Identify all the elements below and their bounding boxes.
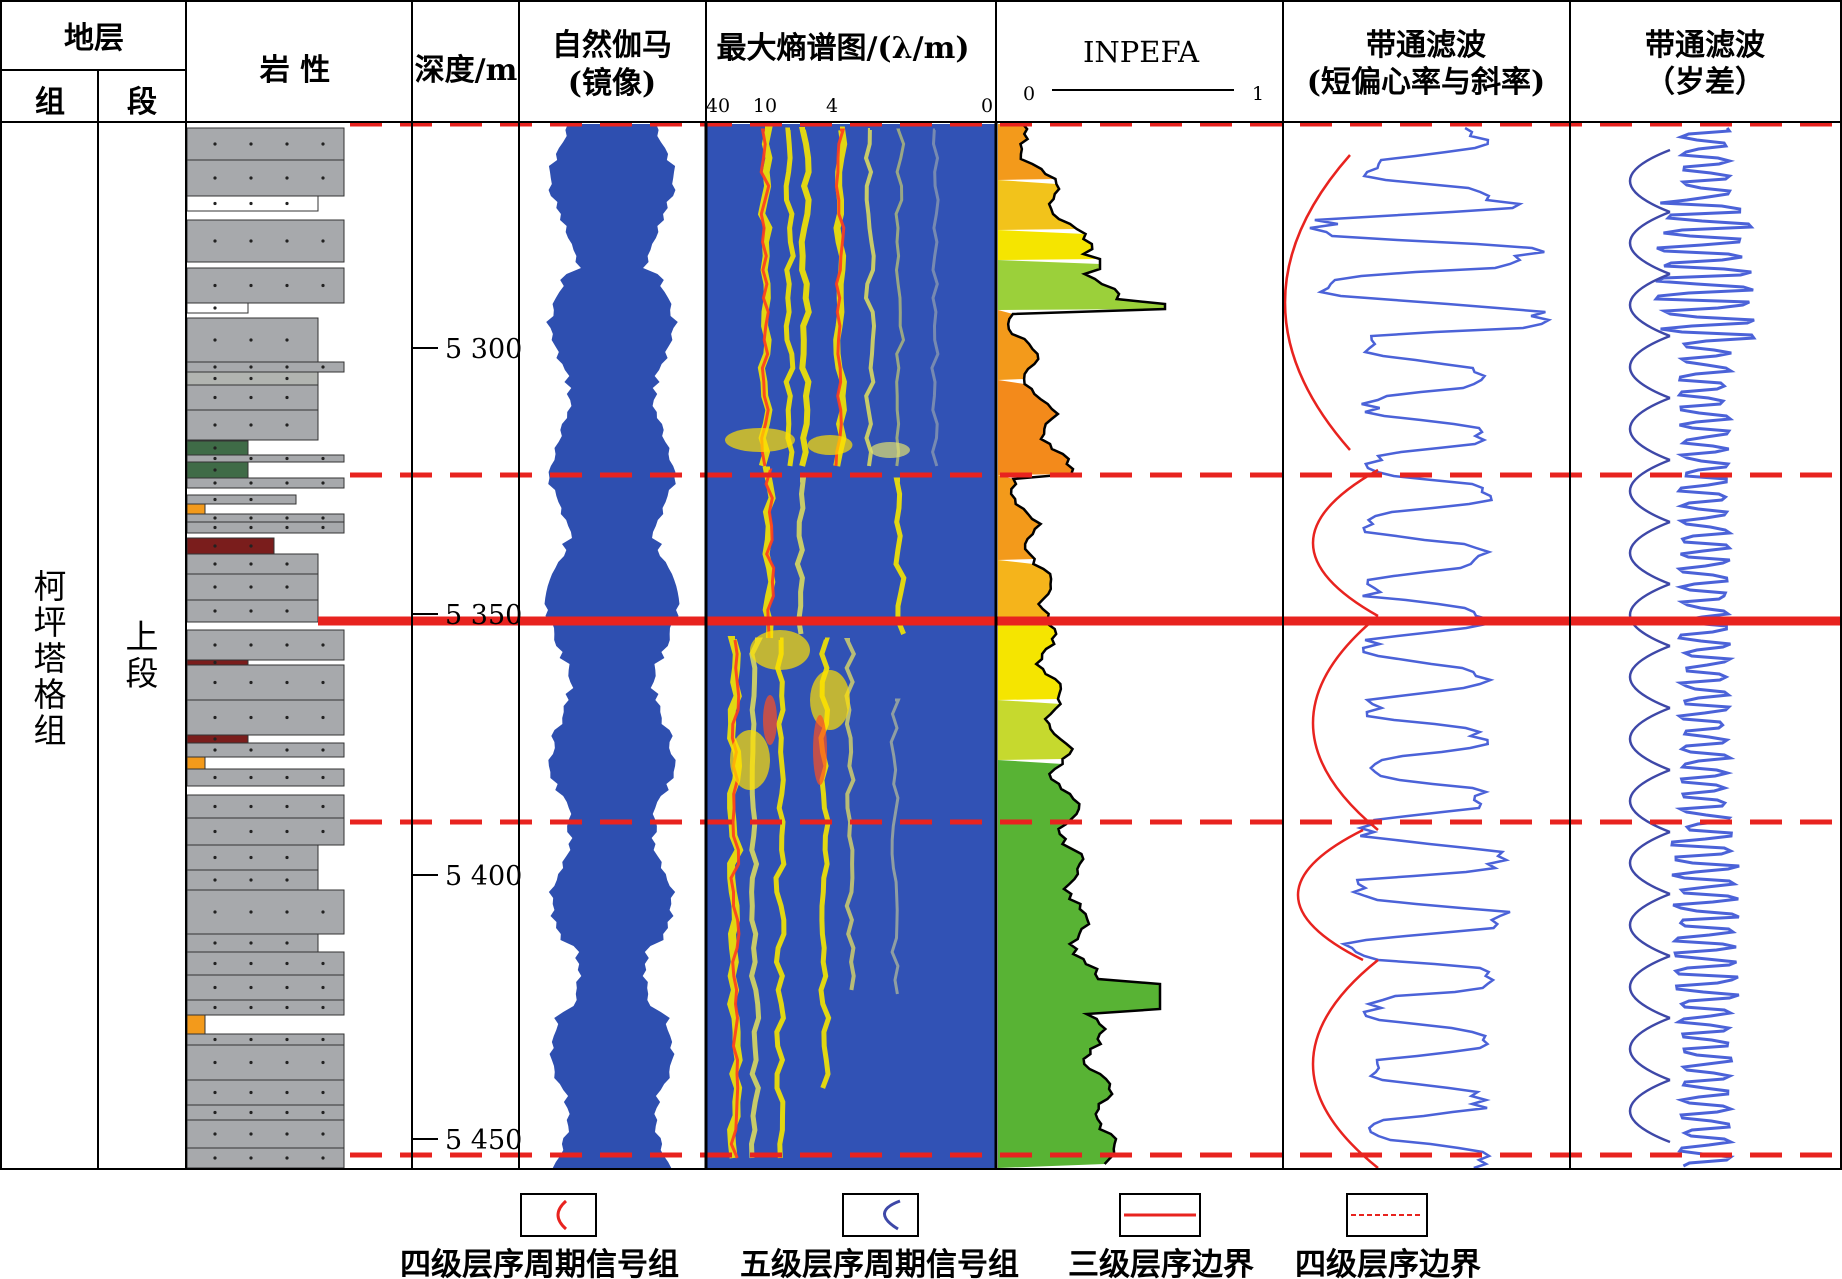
bandpass1-header-line2: (短偏心率与斜率) — [1307, 65, 1545, 100]
bandpass-precession-curve — [1653, 127, 1757, 1168]
member-name-char: 上 — [126, 617, 159, 656]
depth-tick-label: 5 350 — [445, 600, 522, 631]
red-arc-icon — [556, 1199, 568, 1231]
lithology-column — [186, 127, 345, 1169]
depth-header: 深度/m — [415, 53, 518, 88]
depth-axis: 5 300 5 350 5 400 5 450 — [413, 334, 522, 1156]
member-header: 段 — [127, 85, 157, 120]
legend-symbol-box — [1346, 1193, 1428, 1237]
legend-label: 三级层序边界 — [1068, 1247, 1254, 1279]
member-name-char: 段 — [126, 654, 159, 693]
inpefa-header: INPEFA — [1083, 35, 1200, 69]
mesa-tick: 4 — [826, 95, 838, 117]
sequence-arcs — [1283, 148, 1671, 1169]
depth-tick-label: 5 450 — [445, 1125, 522, 1156]
inpefa-scale-max: 1 — [1252, 83, 1264, 105]
mesa-tick: 10 — [753, 95, 777, 117]
formation-name-char: 坪 — [34, 603, 67, 642]
stratum-header: 地层 — [64, 21, 124, 56]
mesa-tick: 0 — [981, 95, 993, 117]
mesa-header: 最大熵谱图/(λ/m) — [716, 31, 969, 66]
blue-arc-icon — [883, 1199, 901, 1231]
formation-name-char: 柯 — [34, 567, 67, 606]
legend-label: 四级层序周期信号组 — [400, 1247, 679, 1279]
gamma-header-line2: (镜像) — [568, 66, 656, 101]
bandpass-eccentricity-curve — [1309, 126, 1553, 1170]
bandpass1-header-line1: 带通滤波 — [1366, 28, 1487, 63]
depth-tick-label: 5 400 — [445, 861, 522, 892]
gamma-header-line1: 自然伽马 — [552, 28, 672, 63]
inpefa-track — [997, 123, 1282, 1168]
inpefa-scale-min: 0 — [1023, 83, 1035, 105]
legend-symbol-box — [1119, 1193, 1201, 1237]
lithology-header: 岩 性 — [260, 53, 330, 88]
gamma-track — [520, 124, 705, 1168]
mesa-track — [707, 124, 995, 1168]
formation-name-char: 格 — [34, 675, 67, 714]
legend-symbol-box — [520, 1193, 597, 1237]
mesa-tick: 40 — [706, 95, 730, 117]
formation-name-char: 组 — [34, 711, 67, 750]
formation-header: 组 — [35, 85, 65, 120]
bandpass2-header-line2: （岁差） — [1645, 65, 1765, 100]
formation-name-char: 塔 — [34, 639, 67, 678]
depth-tick-label: 5 300 — [445, 334, 522, 365]
legend-label: 五级层序周期信号组 — [740, 1247, 1019, 1279]
bandpass2-header-line1: 带通滤波 — [1645, 28, 1766, 63]
legend-symbol-box — [842, 1193, 919, 1237]
legend-label: 四级层序边界 — [1295, 1247, 1481, 1279]
sequence-boundaries — [318, 121, 1842, 1158]
legend: 四级层序周期信号组 五级层序周期信号组 三级层序边界 四级层序边界 — [400, 1193, 1481, 1279]
